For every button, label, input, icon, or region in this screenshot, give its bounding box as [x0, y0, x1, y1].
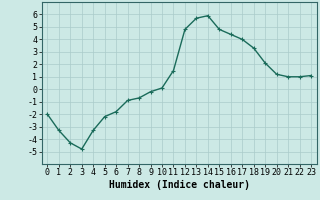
- X-axis label: Humidex (Indice chaleur): Humidex (Indice chaleur): [109, 180, 250, 190]
